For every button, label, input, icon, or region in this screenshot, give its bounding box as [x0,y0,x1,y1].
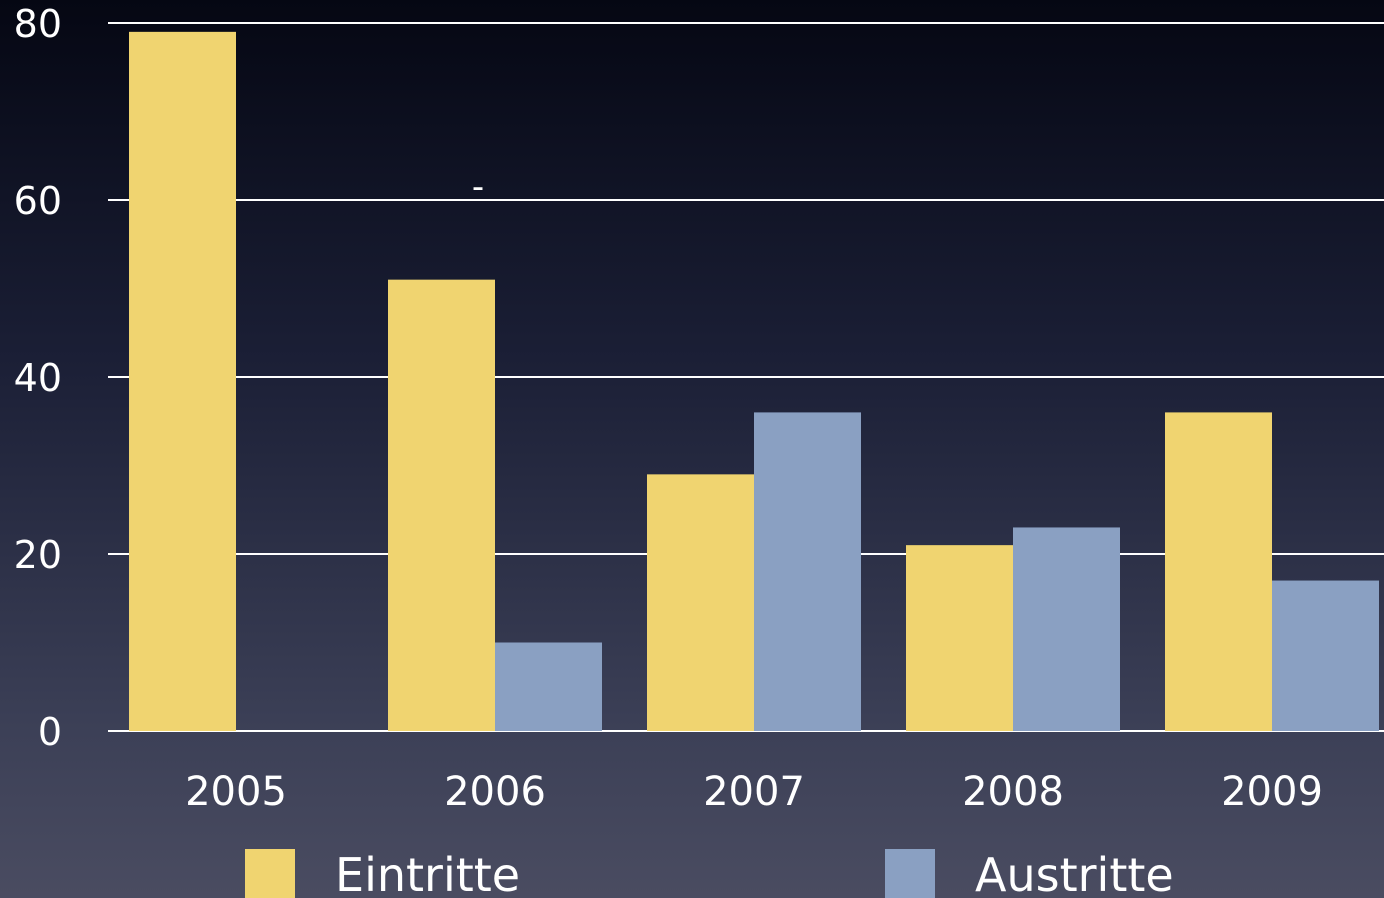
y-tick-label: 60 [14,179,62,223]
bar-austritte-2008 [1013,527,1120,731]
chart-annotation: - [472,167,484,207]
legend-label-eintritte: Eintritte [335,848,520,898]
y-tick-label: 20 [14,533,62,577]
x-tick-label: 2005 [185,769,287,815]
x-tick-label: 2007 [703,769,805,815]
x-tick-label: 2008 [962,769,1064,815]
y-tick-label: 40 [14,356,62,400]
bar-austritte-2009 [1272,580,1379,731]
legend-label-austritte: Austritte [975,848,1174,898]
y-tick-label: 0 [38,710,62,754]
bar-austritte-2007 [754,412,861,731]
y-tick-label: 80 [14,2,62,46]
legend-swatch-austritte [885,849,935,898]
x-tick-label: 2006 [444,769,546,815]
bar-austritte-2006 [495,642,602,731]
x-tick-label: 2009 [1221,769,1323,815]
legend-swatch-eintritte [245,849,295,898]
bar-eintritte-2005 [129,31,236,732]
bar-eintritte-2008 [906,545,1013,731]
bar-eintritte-2007 [647,474,754,731]
bar-eintritte-2009 [1165,412,1272,731]
bar-eintritte-2006 [388,279,495,731]
